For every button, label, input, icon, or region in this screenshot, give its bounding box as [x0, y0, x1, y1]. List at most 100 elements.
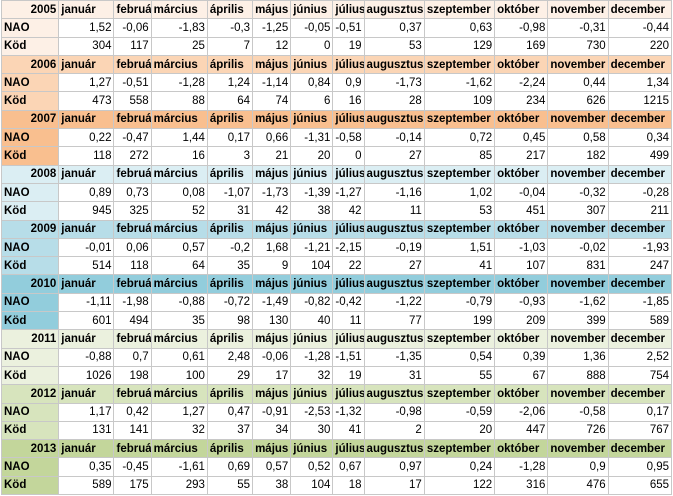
month-cell: május — [252, 219, 292, 239]
year-cell: 2007 — [0, 109, 60, 130]
value-cell: -1,25 — [252, 18, 292, 38]
value-cell: -1,11 — [58, 292, 115, 313]
lab-cell: Köd — [0, 475, 60, 496]
month-cell: november — [547, 384, 609, 404]
lab-cell: NAO — [0, 292, 60, 313]
month-cell: április — [206, 219, 254, 239]
value-cell: 64 — [206, 91, 254, 111]
header-row: 2008januárfebruármárciusáprilismájusjúni… — [0, 164, 673, 184]
value-cell: 117 — [113, 36, 152, 56]
value-cell: -1,28 — [150, 73, 208, 93]
value-cell: 1,24 — [206, 73, 254, 93]
value-cell: 7 — [206, 36, 254, 56]
value-cell: 0,17 — [607, 402, 673, 422]
month-cell: szeptember — [423, 109, 496, 130]
value-cell: 293 — [150, 475, 208, 496]
value-cell: -1,73 — [363, 73, 425, 93]
value-cell: 88 — [150, 91, 208, 111]
month-cell: augusztus — [363, 109, 425, 130]
value-cell: 12 — [252, 36, 292, 56]
value-cell: 1,27 — [150, 402, 208, 422]
header-row: 2011januárfebruármárciusáprilismájusjúni… — [0, 329, 673, 349]
value-cell: -0,01 — [58, 237, 115, 258]
month-cell: február — [113, 439, 152, 459]
value-cell: -0,32 — [547, 182, 609, 203]
value-cell: 209 — [494, 311, 549, 331]
value-cell: 1215 — [607, 91, 673, 111]
value-cell: -0,19 — [363, 237, 425, 258]
lab-cell: Köd — [0, 256, 60, 276]
value-cell: 0,35 — [58, 457, 115, 477]
year-cell: 2010 — [0, 274, 60, 294]
year-cell: 2012 — [0, 384, 60, 404]
value-cell: 217 — [494, 146, 549, 166]
header-row: 2010januárfebruármárciusáprilismájusjúni… — [0, 274, 673, 294]
lab-cell: NAO — [0, 402, 60, 422]
month-cell: október — [494, 329, 549, 349]
value-cell: 42 — [252, 201, 292, 221]
value-cell: 21 — [252, 146, 292, 166]
value-cell: -1,62 — [547, 292, 609, 313]
value-cell: -0,05 — [290, 18, 334, 38]
month-cell: szeptember — [423, 54, 496, 75]
month-cell: március — [150, 54, 208, 75]
month-cell: február — [113, 329, 152, 349]
value-cell: 831 — [547, 256, 609, 276]
month-cell: október — [494, 274, 549, 294]
value-cell: 0,72 — [423, 128, 496, 148]
header-row: 2005januárfebruármárciusáprilismájusjúni… — [0, 0, 673, 20]
value-cell: 0 — [332, 146, 365, 166]
data-row: NAO -0,01 0,06 0,57 -0,2 1,68 -1,21 -2,15 -0,19 1… — [0, 237, 673, 258]
value-cell: -0,79 — [423, 292, 496, 313]
lab-cell: Köd — [0, 420, 60, 441]
month-cell: április — [206, 109, 254, 130]
month-cell: július — [332, 164, 365, 184]
value-cell: -2,24 — [494, 73, 549, 93]
value-cell: -1,31 — [290, 128, 334, 148]
value-cell: 199 — [423, 311, 496, 331]
value-cell: 601 — [58, 311, 115, 331]
value-cell: 198 — [113, 365, 152, 386]
month-cell: május — [252, 164, 292, 184]
month-cell: március — [150, 384, 208, 404]
value-cell: 0,22 — [58, 128, 115, 148]
month-cell: március — [150, 274, 208, 294]
month-cell: március — [150, 329, 208, 349]
value-cell: -0,88 — [58, 347, 115, 367]
month-cell: július — [332, 439, 365, 459]
month-cell: november — [547, 164, 609, 184]
value-cell: 19 — [332, 365, 365, 386]
value-cell: 55 — [206, 475, 254, 496]
value-cell: 35 — [206, 256, 254, 276]
lab-cell: Köd — [0, 146, 60, 166]
data-row: NAO 0,22 -0,47 1,44 0,17 0,66 -1,31 -0,58 -0,14 0… — [0, 128, 673, 148]
value-cell: 74 — [252, 91, 292, 111]
value-cell: 182 — [547, 146, 609, 166]
lab-cell: NAO — [0, 237, 60, 258]
value-cell: 476 — [547, 475, 609, 496]
month-cell: június — [290, 164, 334, 184]
value-cell: 6 — [290, 91, 334, 111]
month-cell: január — [58, 219, 115, 239]
value-cell: 247 — [607, 256, 673, 276]
value-cell: 767 — [607, 420, 673, 441]
header-row: 2012januárfebruármárciusáprilismájusjúni… — [0, 384, 673, 404]
lab-cell: Köd — [0, 36, 60, 56]
lab-cell: Köd — [0, 201, 60, 221]
month-cell: december — [607, 0, 673, 20]
month-cell: január — [58, 164, 115, 184]
month-cell: március — [150, 219, 208, 239]
lab-cell: NAO — [0, 347, 60, 367]
month-cell: november — [547, 329, 609, 349]
data-row: Köd 514 118 64 35 9 104 22 27 41 107 831 247 — [0, 256, 673, 276]
value-cell: 655 — [607, 475, 673, 496]
value-cell: 0,67 — [332, 457, 365, 477]
month-cell: augusztus — [363, 54, 425, 75]
value-cell: -0,42 — [332, 292, 365, 313]
lab-cell: Köd — [0, 365, 60, 386]
value-cell: 16 — [332, 91, 365, 111]
data-row: Köd 589 175 293 55 38 104 18 17 122 316 476 655 — [0, 475, 673, 496]
value-cell: 0,39 — [494, 347, 549, 367]
value-cell: 494 — [113, 311, 152, 331]
value-cell: -0,93 — [494, 292, 549, 313]
